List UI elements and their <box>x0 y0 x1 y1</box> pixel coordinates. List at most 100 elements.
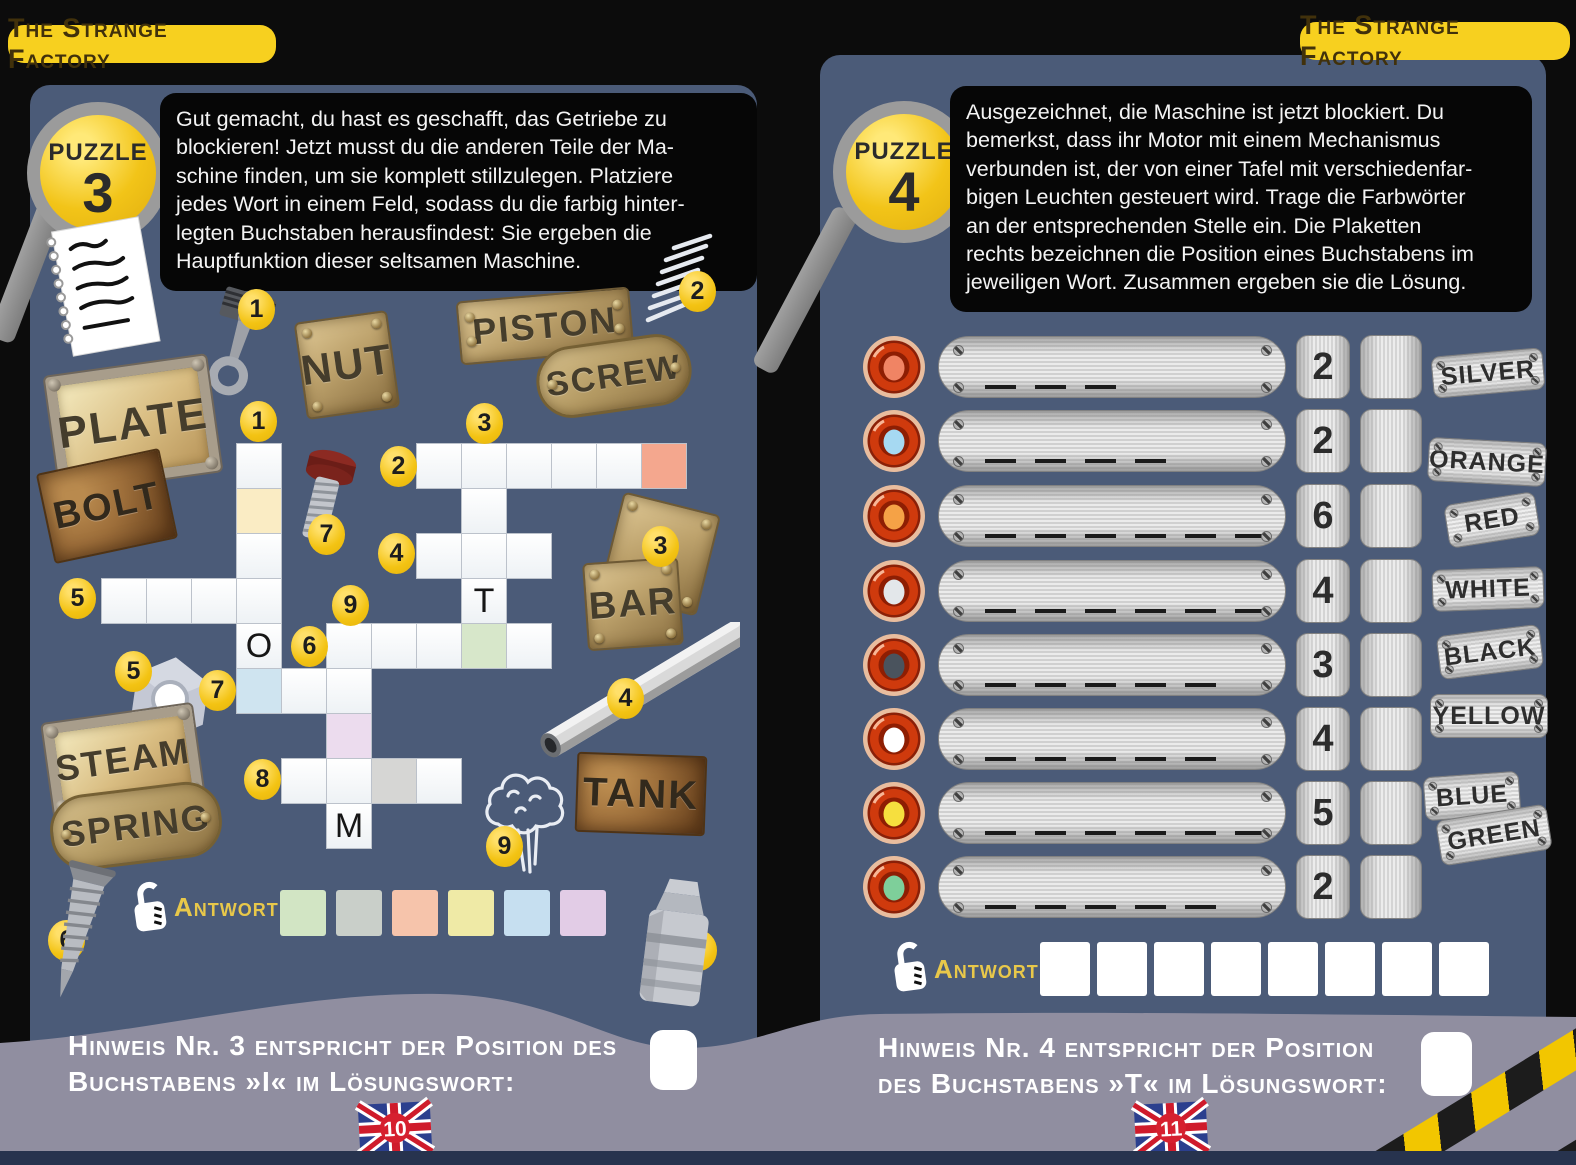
screw-head-icon <box>953 717 964 728</box>
crossword-cell[interactable] <box>461 623 507 669</box>
crossword-cell[interactable] <box>371 758 417 804</box>
screw-head-icon <box>953 456 964 467</box>
screw-head-icon <box>1529 571 1539 581</box>
crossword-cell-prefilled[interactable]: M <box>326 803 372 849</box>
puzzle4-answer-cell[interactable] <box>1154 942 1204 996</box>
light-yellow-icon <box>863 782 925 844</box>
rivet-icon <box>44 724 60 740</box>
screw-head-icon <box>1530 594 1540 604</box>
puzzle4-answer-cell[interactable] <box>1040 942 1090 996</box>
crossword-cell[interactable] <box>416 758 462 804</box>
puzzle3-answer-cell[interactable] <box>392 890 438 936</box>
crossword-cell[interactable] <box>326 668 372 714</box>
word-entry-plate[interactable] <box>938 856 1286 918</box>
crossword-cell[interactable] <box>146 578 192 624</box>
word-entry-plate[interactable] <box>938 336 1286 398</box>
crossword-cell[interactable] <box>461 488 507 534</box>
spring-icon <box>645 233 713 323</box>
crossword-cell[interactable] <box>326 623 372 669</box>
blank-letter-plate[interactable] <box>1360 707 1422 771</box>
crossword-cell[interactable] <box>506 623 552 669</box>
word-plate-nut: NUT <box>293 309 401 421</box>
word-entry-plate[interactable] <box>938 410 1286 472</box>
blank-letter-plate[interactable] <box>1360 633 1422 697</box>
number-badge: 1 <box>238 289 275 330</box>
crossword-cell[interactable] <box>641 443 687 489</box>
rivet-icon <box>311 400 324 413</box>
screw-head-icon <box>1261 865 1272 876</box>
crossword-cell[interactable] <box>101 578 147 624</box>
rivet-icon <box>46 377 62 393</box>
number-badge: 1 <box>240 401 277 442</box>
right-banner-title: The Strange Factory <box>1300 10 1460 71</box>
puzzle3-hint-text: Hinweis Nr. 3 entspricht der Position de… <box>68 1030 618 1097</box>
word-entry-plate[interactable] <box>938 708 1286 770</box>
rivet-icon <box>190 357 206 373</box>
number-badge: 9 <box>486 826 523 867</box>
crossword-cell[interactable] <box>461 443 507 489</box>
screw-head-icon <box>1433 442 1443 452</box>
screw-head-icon <box>953 791 964 802</box>
blank-letter-plate[interactable] <box>1360 559 1422 623</box>
puzzle3-answer-cell[interactable] <box>504 890 550 936</box>
puzzle3-answer-label: Antwort: <box>174 892 289 922</box>
rivet-icon <box>466 335 478 347</box>
word-entry-plate[interactable] <box>938 634 1286 696</box>
word-entry-plate[interactable] <box>938 560 1286 622</box>
crossword-cell[interactable] <box>506 443 552 489</box>
screw-head-icon <box>1261 345 1272 356</box>
puzzle3-answer-cell[interactable] <box>336 890 382 936</box>
puzzle4-answer-cell[interactable] <box>1211 942 1261 996</box>
puzzle4-answer-cell[interactable] <box>1268 942 1318 996</box>
screw-head-icon <box>1448 508 1460 519</box>
crossword-cell[interactable] <box>236 533 282 579</box>
puzzle3-answer-cell[interactable] <box>448 890 494 936</box>
puzzle3-answer-cell[interactable] <box>560 890 606 936</box>
crossword-cell[interactable] <box>596 443 642 489</box>
crossword-cell-prefilled[interactable]: T <box>461 578 507 624</box>
uk-flag-page-number: 10 <box>354 1096 436 1160</box>
crossword-cell[interactable] <box>236 578 282 624</box>
crossword-cell-prefilled[interactable]: O <box>236 623 282 669</box>
blank-letter-plate[interactable] <box>1360 484 1422 548</box>
blank-letter-plate[interactable] <box>1360 781 1422 845</box>
rivet-icon <box>669 361 682 374</box>
screw-head-icon <box>1536 835 1548 847</box>
crossword-cell[interactable] <box>236 668 282 714</box>
puzzle4-answer-cell[interactable] <box>1097 942 1147 996</box>
word-plate-tank: TANK <box>574 751 708 837</box>
screw-head-icon <box>1261 828 1272 839</box>
light-green-icon <box>863 856 925 918</box>
crossword-cell[interactable] <box>461 533 507 579</box>
crossword-cell[interactable] <box>326 713 372 759</box>
puzzle4-answer-cell[interactable] <box>1439 942 1489 996</box>
crossword-cell[interactable] <box>281 668 327 714</box>
puzzle3-instructions-box: Gut gemacht, du hast es geschafft, das G… <box>160 93 757 291</box>
word-entry-plate[interactable] <box>938 485 1286 547</box>
crossword-cell[interactable] <box>371 623 417 669</box>
crossword-cell[interactable] <box>236 443 282 489</box>
crossword-cell[interactable] <box>551 443 597 489</box>
puzzle4-answer-cell[interactable] <box>1382 942 1432 996</box>
blank-letter-plate[interactable] <box>1360 409 1422 473</box>
number-badge: 2 <box>679 271 716 312</box>
blank-letter-plate[interactable] <box>1360 855 1422 919</box>
puzzle4-answer-cell[interactable] <box>1325 942 1375 996</box>
word-entry-plate[interactable] <box>938 782 1286 844</box>
crossword-cell[interactable] <box>326 758 372 804</box>
crossword-cell[interactable] <box>416 533 462 579</box>
crossword-cell[interactable] <box>236 488 282 534</box>
crossword-cell[interactable] <box>281 758 327 804</box>
blank-letter-plate[interactable] <box>1360 335 1422 399</box>
number-badge: 6 <box>291 626 328 667</box>
rivet-icon <box>370 317 383 330</box>
crossword-cell[interactable] <box>506 533 552 579</box>
puzzle4-hint-answer-box[interactable] <box>1421 1032 1472 1096</box>
color-label-yellow: YELLOW <box>1430 694 1548 738</box>
puzzle3-answer-cell[interactable] <box>280 890 326 936</box>
crossword-cell[interactable] <box>416 623 462 669</box>
crossword-cell[interactable] <box>416 443 462 489</box>
word-plate-bar: BAR <box>582 556 684 652</box>
crossword-cell[interactable] <box>191 578 237 624</box>
puzzle3-hint-answer-box[interactable] <box>650 1030 697 1090</box>
